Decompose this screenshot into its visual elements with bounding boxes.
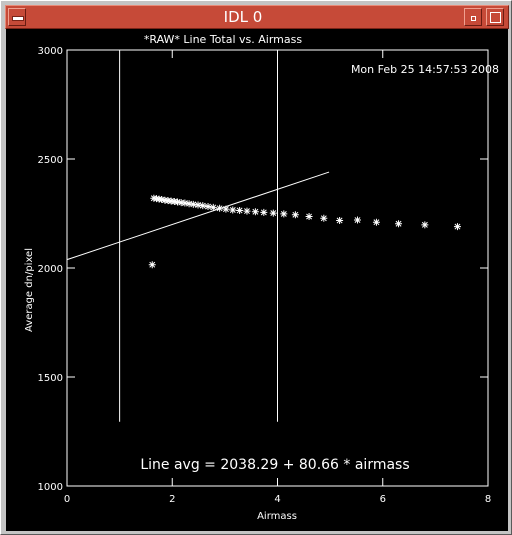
data-point [216, 204, 224, 212]
x-axis-label: Airmass [257, 511, 297, 522]
fit-line [66, 171, 330, 261]
chart-title: *RAW* Line Total vs. Airmass [144, 33, 302, 46]
data-point [395, 220, 403, 228]
data-point [177, 199, 185, 207]
y-tick-label: 1000 [38, 482, 63, 493]
data-point [372, 218, 380, 226]
data-point [199, 202, 207, 210]
data-point [209, 203, 217, 211]
data-point [185, 200, 193, 208]
x-tick-label: 0 [64, 494, 70, 505]
data-point [251, 208, 259, 216]
data-point [291, 211, 299, 219]
maximize-button[interactable] [486, 8, 504, 26]
overlay-lines [66, 50, 330, 422]
minimize-icon [471, 16, 476, 21]
airmass-chart: *RAW* Line Total vs. Airmass Mon Feb 25 … [24, 33, 499, 522]
data-point [353, 216, 361, 224]
maximize-icon [490, 12, 501, 23]
data-point [269, 209, 277, 217]
data-point [236, 206, 244, 214]
x-tick-label: 6 [380, 494, 386, 505]
plot-area: *RAW* Line Total vs. Airmass Mon Feb 25 … [6, 29, 508, 531]
data-point [194, 201, 202, 209]
data-point [189, 200, 197, 208]
data-point [158, 196, 166, 204]
data-point [222, 205, 230, 213]
data-point [243, 207, 251, 215]
data-point [320, 214, 328, 222]
data-point [181, 199, 189, 207]
window-menu-button[interactable] [8, 8, 26, 26]
data-points [148, 194, 461, 269]
x-tick-label: 2 [169, 494, 175, 505]
window-title: IDL 0 [223, 8, 263, 26]
y-tick-label: 2500 [38, 155, 63, 166]
y-tick-label: 1500 [38, 373, 63, 384]
y-tick-label: 2000 [38, 264, 63, 275]
fit-equation: Line avg = 2038.29 + 80.66 * airmass [140, 457, 409, 473]
timestamp: Mon Feb 25 14:57:53 2008 [351, 63, 499, 76]
data-point [280, 210, 288, 218]
data-point [305, 213, 313, 221]
y-axis-label: Average dn/pixel [24, 248, 35, 332]
title-bar[interactable]: IDL 0 [5, 5, 509, 29]
data-point [453, 223, 461, 231]
data-point [229, 206, 237, 214]
window-menu-icon [12, 16, 24, 21]
y-tick-label: 3000 [38, 46, 63, 57]
data-point [148, 261, 156, 269]
data-point [336, 216, 344, 224]
axes: 0 2 4 6 8 1000 1500 2000 2500 3000 [38, 46, 492, 505]
x-tick-label: 8 [485, 494, 491, 505]
data-point [204, 203, 212, 211]
data-point [260, 208, 268, 216]
data-point [174, 198, 182, 206]
data-point [421, 221, 429, 229]
minimize-button[interactable] [464, 8, 482, 26]
x-tick-label: 4 [274, 494, 280, 505]
